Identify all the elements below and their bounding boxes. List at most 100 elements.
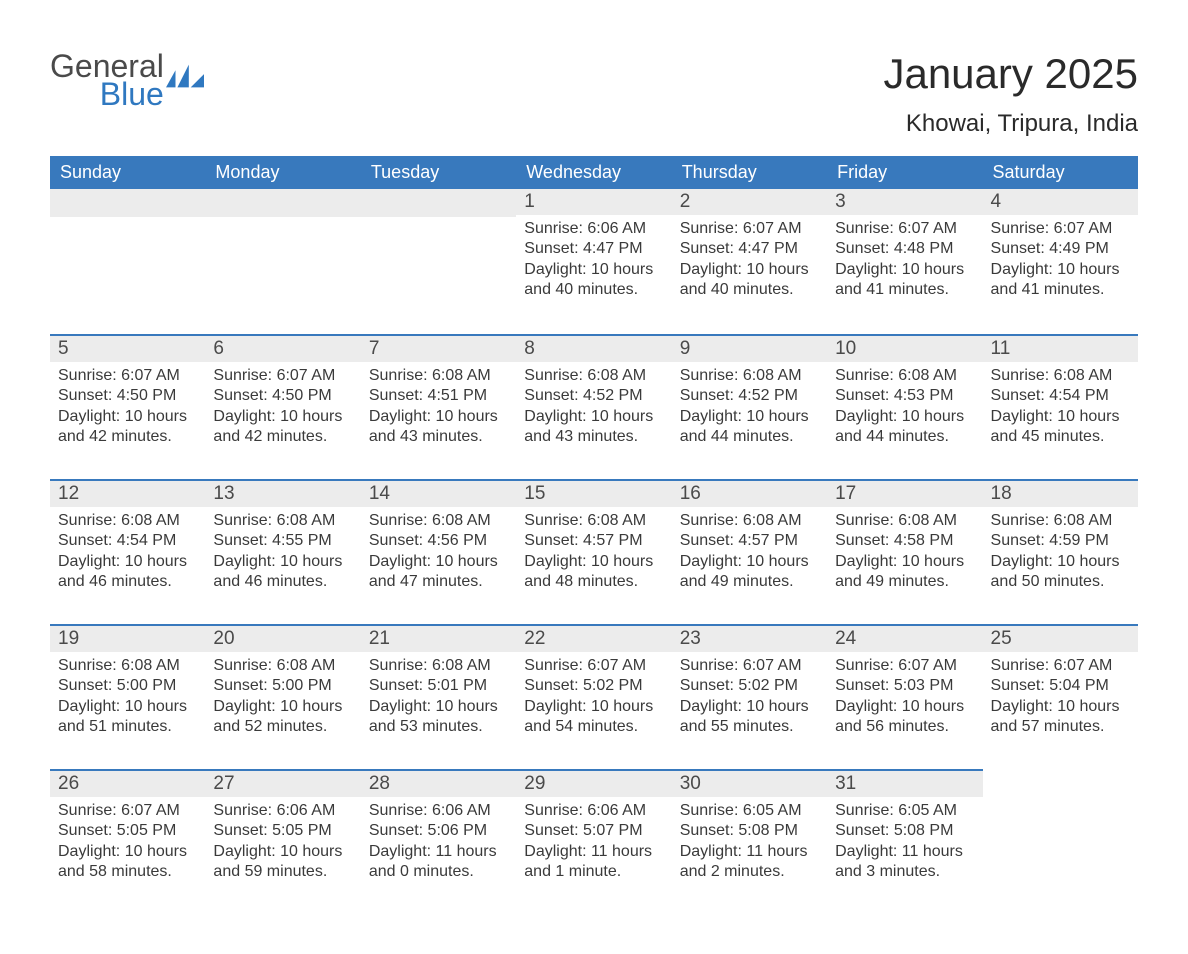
sunset-text: Sunset: 5:01 PM (369, 676, 508, 696)
calendar-cell: 14Sunrise: 6:08 AMSunset: 4:56 PMDayligh… (361, 479, 516, 624)
day-details: Sunrise: 6:07 AMSunset: 5:02 PMDaylight:… (516, 652, 671, 746)
day-details: Sunrise: 6:06 AMSunset: 4:47 PMDaylight:… (516, 215, 671, 309)
day-details: Sunrise: 6:06 AMSunset: 5:07 PMDaylight:… (516, 797, 671, 891)
empty-daynum-bar (50, 189, 205, 217)
sunset-text: Sunset: 4:59 PM (991, 531, 1130, 551)
daylight-text: Daylight: 10 hours and 46 minutes. (213, 552, 352, 593)
sunset-text: Sunset: 4:50 PM (213, 386, 352, 406)
sunrise-text: Sunrise: 6:08 AM (680, 366, 819, 386)
sunset-text: Sunset: 5:08 PM (680, 821, 819, 841)
daylight-text: Daylight: 10 hours and 48 minutes. (524, 552, 663, 593)
sunrise-text: Sunrise: 6:08 AM (213, 656, 352, 676)
calendar-cell: 25Sunrise: 6:07 AMSunset: 5:04 PMDayligh… (983, 624, 1138, 769)
day-details: Sunrise: 6:06 AMSunset: 5:06 PMDaylight:… (361, 797, 516, 891)
sunrise-text: Sunrise: 6:07 AM (680, 656, 819, 676)
daylight-text: Daylight: 10 hours and 57 minutes. (991, 697, 1130, 738)
daylight-text: Daylight: 10 hours and 49 minutes. (835, 552, 974, 593)
sunset-text: Sunset: 5:08 PM (835, 821, 974, 841)
calendar-cell-empty (50, 189, 205, 334)
calendar-cell: 15 Sunrise: 6:08 AMSunset: 4:57 PMDayligh… (516, 479, 671, 624)
title-block: January 2025 Khowai, Tripura, India (883, 50, 1138, 148)
sunrise-text: Sunrise: 6:08 AM (369, 366, 508, 386)
sunset-text: Sunset: 5:02 PM (680, 676, 819, 696)
sunrise-text: Sunrise: 6:08 AM (524, 511, 663, 531)
calendar-cell: 7Sunrise: 6:08 AMSunset: 4:51 PMDaylight… (361, 334, 516, 479)
sunrise-text: Sunrise: 6:08 AM (58, 511, 197, 531)
calendar-cell: 23Sunrise: 6:07 AMSunset: 5:02 PMDayligh… (672, 624, 827, 769)
daylight-text: Daylight: 11 hours and 3 minutes. (835, 842, 974, 883)
daylight-text: Daylight: 10 hours and 44 minutes. (680, 407, 819, 448)
day-details: Sunrise: 6:08 AMSunset: 4:53 PMDaylight:… (827, 362, 982, 456)
daylight-text: Daylight: 10 hours and 53 minutes. (369, 697, 508, 738)
calendar-cell: 18Sunrise: 6:08 AMSunset: 4:59 PMDayligh… (983, 479, 1138, 624)
sunrise-text: Sunrise: 6:07 AM (991, 219, 1130, 239)
daylight-text: Daylight: 10 hours and 50 minutes. (991, 552, 1130, 593)
day-details: Sunrise: 6:08 AMSunset: 4:58 PMDaylight:… (827, 507, 982, 601)
weekday-header: Thursday (672, 156, 827, 189)
calendar-cell: 19Sunrise: 6:08 AMSunset: 5:00 PMDayligh… (50, 624, 205, 769)
sunrise-text: Sunrise: 6:07 AM (213, 366, 352, 386)
sunrise-text: Sunrise: 6:08 AM (369, 511, 508, 531)
day-number: 22 (516, 624, 671, 652)
day-number: 16 (672, 479, 827, 507)
sunrise-text: Sunrise: 6:08 AM (835, 366, 974, 386)
weekday-header: Friday (827, 156, 982, 189)
weekday-header: Sunday (50, 156, 205, 189)
sunset-text: Sunset: 4:57 PM (524, 531, 663, 551)
sunset-text: Sunset: 4:48 PM (835, 239, 974, 259)
sunset-text: Sunset: 4:55 PM (213, 531, 352, 551)
day-details: Sunrise: 6:07 AMSunset: 4:47 PMDaylight:… (672, 215, 827, 309)
daylight-text: Daylight: 10 hours and 54 minutes. (524, 697, 663, 738)
sunrise-text: Sunrise: 6:06 AM (213, 801, 352, 821)
daylight-text: Daylight: 10 hours and 52 minutes. (213, 697, 352, 738)
calendar-cell-empty (361, 189, 516, 334)
day-details: Sunrise: 6:07 AMSunset: 5:05 PMDaylight:… (50, 797, 205, 891)
calendar-cell: 12Sunrise: 6:08 AMSunset: 4:54 PMDayligh… (50, 479, 205, 624)
day-details: Sunrise: 6:08 AMSunset: 4:54 PMDaylight:… (50, 507, 205, 601)
daylight-text: Daylight: 10 hours and 46 minutes. (58, 552, 197, 593)
sunrise-text: Sunrise: 6:08 AM (680, 511, 819, 531)
calendar-cell-empty (205, 189, 360, 334)
sunrise-text: Sunrise: 6:07 AM (58, 801, 197, 821)
day-details: Sunrise: 6:08 AMSunset: 4:59 PMDaylight:… (983, 507, 1138, 601)
daylight-text: Daylight: 11 hours and 2 minutes. (680, 842, 819, 883)
day-number: 7 (361, 334, 516, 362)
page-header: General Blue January 2025 Khowai, Tripur… (50, 50, 1138, 148)
sunset-text: Sunset: 5:04 PM (991, 676, 1130, 696)
calendar-cell: 1Sunrise: 6:06 AMSunset: 4:47 PMDaylight… (516, 189, 671, 334)
day-number: 15 (516, 479, 671, 507)
day-number: 24 (827, 624, 982, 652)
calendar-cell: 31 Sunrise: 6:05 AMSunset: 5:08 PMDayligh… (827, 769, 982, 914)
day-details: Sunrise: 6:07 AMSunset: 5:03 PMDaylight:… (827, 652, 982, 746)
daylight-text: Daylight: 11 hours and 0 minutes. (369, 842, 508, 883)
sunset-text: Sunset: 4:56 PM (369, 531, 508, 551)
day-details: Sunrise: 6:08 AMSunset: 4:57 PMDaylight:… (672, 507, 827, 601)
day-number: 31 (827, 769, 982, 797)
calendar-cell: 27Sunrise: 6:06 AMSunset: 5:05 PMDayligh… (205, 769, 360, 914)
sunset-text: Sunset: 5:03 PM (835, 676, 974, 696)
daylight-text: Daylight: 10 hours and 40 minutes. (680, 260, 819, 301)
calendar-cell: 3Sunrise: 6:07 AMSunset: 4:48 PMDaylight… (827, 189, 982, 334)
calendar-cell: 2Sunrise: 6:07 AMSunset: 4:47 PMDaylight… (672, 189, 827, 334)
day-details: Sunrise: 6:08 AMSunset: 4:52 PMDaylight:… (516, 362, 671, 456)
sunset-text: Sunset: 5:00 PM (58, 676, 197, 696)
sunrise-text: Sunrise: 6:06 AM (524, 801, 663, 821)
sunrise-text: Sunrise: 6:07 AM (991, 656, 1130, 676)
sunrise-text: Sunrise: 6:08 AM (835, 511, 974, 531)
day-number: 4 (983, 189, 1138, 215)
calendar-cell: 24Sunrise: 6:07 AMSunset: 5:03 PMDayligh… (827, 624, 982, 769)
daylight-text: Daylight: 10 hours and 56 minutes. (835, 697, 974, 738)
day-number: 26 (50, 769, 205, 797)
calendar-week-row: 19Sunrise: 6:08 AMSunset: 5:00 PMDayligh… (50, 624, 1138, 769)
sunrise-text: Sunrise: 6:05 AM (835, 801, 974, 821)
day-details: Sunrise: 6:07 AMSunset: 4:49 PMDaylight:… (983, 215, 1138, 309)
daylight-text: Daylight: 10 hours and 49 minutes. (680, 552, 819, 593)
sunset-text: Sunset: 5:02 PM (524, 676, 663, 696)
calendar-cell: 8Sunrise: 6:08 AMSunset: 4:52 PMDaylight… (516, 334, 671, 479)
logo-flag-icon (166, 64, 204, 88)
day-number: 9 (672, 334, 827, 362)
sunset-text: Sunset: 4:54 PM (991, 386, 1130, 406)
sunset-text: Sunset: 5:00 PM (213, 676, 352, 696)
day-details: Sunrise: 6:07 AMSunset: 5:04 PMDaylight:… (983, 652, 1138, 746)
calendar-cell-empty (983, 769, 1138, 914)
